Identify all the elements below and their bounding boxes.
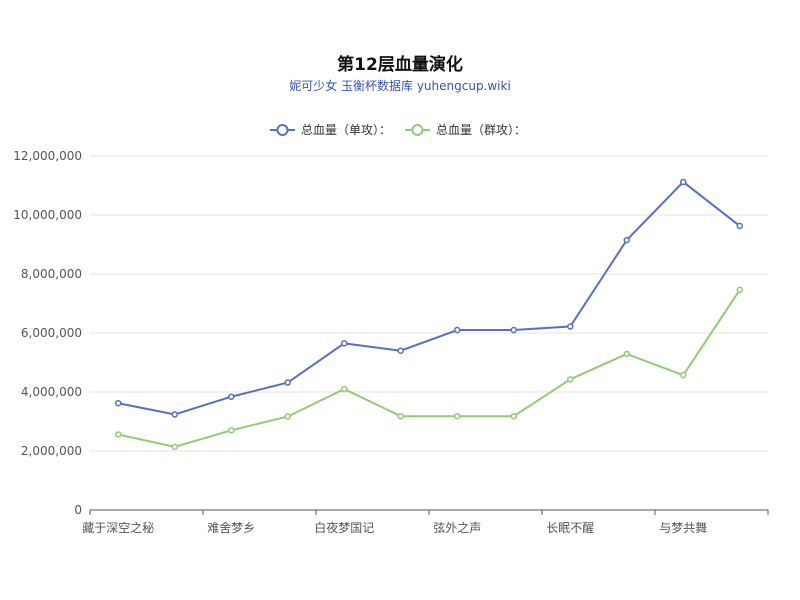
- y-tick-label: 0: [74, 503, 82, 517]
- data-point[interactable]: [341, 340, 348, 347]
- data-point[interactable]: [228, 393, 235, 400]
- data-point[interactable]: [736, 222, 743, 230]
- x-tick-label: 白夜梦国记: [314, 520, 374, 535]
- data-point[interactable]: [397, 412, 404, 420]
- series-line-0: [118, 180, 741, 416]
- data-point[interactable]: [680, 371, 687, 379]
- chart-title: 第12层血量演化: [337, 55, 463, 75]
- chart-subtitle: 妮可少女 玉衡杯数据库 yuhengcup.wiki: [289, 79, 511, 93]
- x-tick-label: 与梦共舞: [659, 521, 707, 535]
- data-point[interactable]: [397, 347, 404, 354]
- data-point[interactable]: [228, 427, 235, 434]
- x-tick-label: 难舍梦乡: [207, 520, 255, 535]
- data-point[interactable]: [454, 412, 461, 420]
- data-point[interactable]: [115, 399, 122, 407]
- data-point[interactable]: [567, 376, 574, 383]
- y-tick-label: 10,000,000: [13, 208, 82, 222]
- data-point[interactable]: [171, 411, 178, 418]
- data-point[interactable]: [341, 385, 348, 393]
- data-point[interactable]: [510, 412, 517, 420]
- x-tick-label: 弦外之声: [433, 520, 481, 535]
- y-tick-label: 4,000,000: [21, 385, 82, 399]
- y-tick-label: 12,000,000: [13, 149, 82, 163]
- data-point[interactable]: [623, 350, 630, 358]
- x-tick-label: 藏于深空之秘: [82, 521, 154, 535]
- x-tick-label: 长眠不醒: [546, 521, 594, 535]
- data-point[interactable]: [115, 431, 122, 438]
- legend-label: 总血量（群攻）：: [436, 123, 526, 137]
- data-point[interactable]: [284, 413, 291, 420]
- data-point[interactable]: [623, 236, 630, 244]
- y-tick-label: 8,000,000: [21, 267, 82, 281]
- data-point[interactable]: [736, 286, 743, 294]
- data-point[interactable]: [171, 443, 178, 451]
- y-tick-label: 2,000,000: [21, 444, 82, 458]
- data-point[interactable]: [454, 326, 461, 334]
- legend-item-1[interactable]: 总血量（群攻）：: [405, 123, 526, 137]
- grid-lines: [90, 155, 768, 452]
- data-point[interactable]: [284, 379, 291, 386]
- legend: 总血量（单攻）： 总血量（群攻）：: [270, 123, 526, 137]
- legend-item-0[interactable]: 总血量（单攻）：: [270, 123, 391, 137]
- data-point[interactable]: [567, 323, 574, 330]
- data-point[interactable]: [510, 326, 517, 334]
- series-lines: [115, 178, 743, 451]
- legend-label: 总血量（单攻）：: [301, 123, 391, 137]
- y-tick-label: 6,000,000: [21, 326, 82, 340]
- legend-swatch-marker: [411, 124, 424, 136]
- data-point[interactable]: [680, 178, 687, 186]
- legend-swatch-marker: [276, 124, 289, 136]
- series-line-1: [118, 289, 741, 448]
- axes: 0 2,000,000 4,000,000 6,000,000 8,000,000 10,…: [13, 149, 769, 535]
